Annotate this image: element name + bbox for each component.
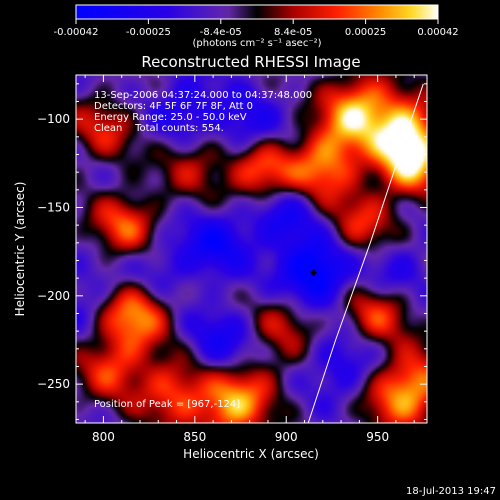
y-tick-label: −250 <box>37 377 70 391</box>
colorbar: -0.00042 -0.00025 -8.4e-05 8.4e-05 0.00025 0.… <box>54 4 459 49</box>
colorbar-tick-label: 0.00025 <box>345 27 386 38</box>
annotation-time-range: 13-Sep-2006 04:37:24.000 to 04:37:48.000 <box>94 90 312 101</box>
x-tick-label: 800 <box>92 430 115 444</box>
colorbar-tick-label: 8.4e-05 <box>274 27 312 38</box>
annotation-detectors: Detectors: 4F 5F 6F 7F 8F, Att 0 <box>94 101 253 112</box>
peak-marker <box>310 269 317 276</box>
colorbar-ticks: -0.00042 -0.00025 -8.4e-05 8.4e-05 0.00025 0.… <box>54 19 459 38</box>
colorbar-gradient <box>76 5 438 19</box>
annotation-energy-range: Energy Range: 25.0 - 50.0 keV <box>94 112 247 123</box>
y-axis-ticks: −100 −150 −200 −250 <box>37 83 427 420</box>
y-axis-label: Heliocentric Y (arcsec) <box>13 182 27 317</box>
colorbar-units: (photons cm⁻² s⁻¹ asec⁻²) <box>192 38 321 49</box>
y-tick-label: −200 <box>37 289 70 303</box>
x-axis-label: Heliocentric X (arcsec) <box>183 447 319 461</box>
x-tick-label: 900 <box>275 430 298 444</box>
x-axis-ticks: 800 850 900 950 <box>84 75 415 444</box>
plot-area: 13-Sep-2006 04:37:24.000 to 04:37:48.000… <box>37 74 428 444</box>
annotation-total-counts: Clean Total counts: 554. <box>94 123 224 134</box>
colorbar-frame <box>75 4 439 20</box>
y-tick-label: −100 <box>37 112 70 126</box>
colorbar-tick-label: -0.00025 <box>126 27 171 38</box>
colorbar-tick-label: -8.4e-05 <box>200 27 242 38</box>
x-tick-label: 950 <box>366 430 389 444</box>
solar-limb-line <box>307 83 424 423</box>
y-tick-label: −150 <box>37 200 70 214</box>
peak-position-label: Position of Peak = [967,-124] <box>94 399 240 410</box>
annotation-block: 13-Sep-2006 04:37:24.000 to 04:37:48.000… <box>94 90 312 134</box>
chart-title: Reconstructed RHESSI Image <box>141 53 360 71</box>
x-tick-label: 850 <box>183 430 206 444</box>
plot-frame <box>75 74 428 424</box>
colorbar-tick-label: 0.00042 <box>417 27 458 38</box>
footer-timestamp: 18-Jul-2013 19:47 <box>406 486 496 497</box>
colorbar-tick-label: -0.00042 <box>54 27 99 38</box>
